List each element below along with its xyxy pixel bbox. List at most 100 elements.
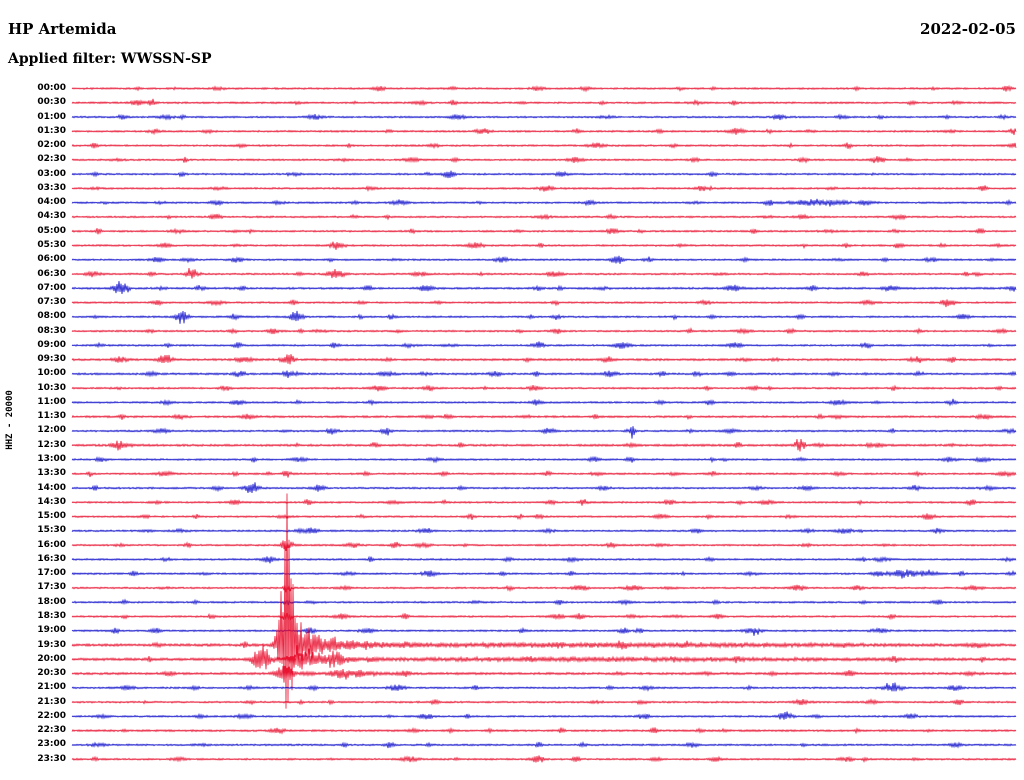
time-label: 12:30 (37, 439, 66, 450)
trace-row-0500 (71, 227, 1017, 235)
trace-row-1030 (71, 384, 1017, 392)
time-label: 05:00 (37, 225, 66, 236)
time-label: 17:30 (37, 582, 66, 593)
time-label: 18:30 (37, 610, 66, 621)
trace-row-0800 (71, 310, 1017, 324)
trace-row-2000 (71, 645, 1017, 670)
date-label: 2022-02-05 (920, 20, 1016, 38)
time-label: 14:30 (37, 496, 66, 507)
trace-row-2100 (71, 682, 1017, 692)
time-label: 16:00 (37, 539, 66, 550)
time-label: 23:30 (37, 753, 66, 764)
trace-row-0730 (71, 298, 1017, 308)
time-label: 02:00 (37, 140, 66, 151)
time-label: 03:00 (37, 168, 66, 179)
time-label: 13:30 (37, 468, 66, 479)
trace-row-1830 (71, 612, 1017, 621)
time-label: 21:00 (37, 682, 66, 693)
trace-row-0000 (71, 84, 1017, 93)
time-label: 06:00 (37, 254, 66, 265)
time-label: 03:30 (37, 182, 66, 193)
time-label: 19:00 (37, 625, 66, 636)
time-label: 17:00 (37, 568, 66, 579)
trace-row-1630 (71, 555, 1017, 564)
trace-row-0530 (71, 241, 1017, 250)
time-label: 11:00 (37, 396, 66, 407)
time-label: 18:00 (37, 596, 66, 607)
trace-row-0600 (71, 255, 1017, 264)
trace-row-0630 (71, 268, 1017, 279)
time-label: 08:30 (37, 325, 66, 336)
trace-row-0130 (71, 127, 1017, 136)
trace-row-2300 (71, 741, 1017, 749)
time-label: 16:30 (37, 553, 66, 564)
trace-row-1700 (71, 569, 1017, 579)
time-label: 05:30 (37, 239, 66, 250)
trace-row-0400 (71, 198, 1017, 207)
time-label: 22:30 (37, 725, 66, 736)
time-label: 09:00 (37, 339, 66, 350)
time-label: 04:00 (37, 197, 66, 208)
trace-row-0200 (71, 141, 1017, 150)
trace-row-0930 (71, 354, 1017, 365)
trace-row-0230 (71, 156, 1017, 164)
trace-row-1500 (71, 512, 1017, 521)
time-label: 07:00 (37, 282, 66, 293)
time-label: 23:00 (37, 739, 66, 750)
trace-row-2030 (71, 665, 1017, 683)
time-label: 01:00 (37, 111, 66, 122)
trace-row-2200 (71, 711, 1017, 720)
trace-row-1930 (71, 493, 1017, 709)
time-label: 10:30 (37, 382, 66, 393)
trace-row-0100 (71, 113, 1017, 121)
trace-row-0030 (71, 98, 1017, 107)
trace-row-1800 (71, 598, 1017, 606)
station-title: HP Artemida (8, 20, 117, 38)
trace-row-1300 (71, 455, 1017, 464)
time-label: 14:00 (37, 482, 66, 493)
time-label: 00:30 (37, 97, 66, 108)
trace-row-1600 (71, 540, 1017, 552)
trace-row-1430 (71, 498, 1017, 506)
trace-row-2130 (71, 698, 1017, 706)
trace-row-0300 (71, 170, 1017, 179)
time-label: 22:00 (37, 710, 66, 721)
time-label: 20:30 (37, 668, 66, 679)
trace-row-1400 (71, 482, 1017, 494)
time-label: 07:30 (37, 297, 66, 308)
time-label: 15:30 (37, 525, 66, 536)
time-label: 00:00 (37, 83, 66, 93)
trace-row-1330 (71, 469, 1017, 478)
trace-row-1100 (71, 398, 1017, 407)
trace-row-0900 (71, 341, 1017, 349)
trace-row-1200 (71, 426, 1017, 439)
time-label: 01:30 (37, 125, 66, 136)
trace-row-1130 (71, 412, 1017, 421)
time-label: 19:30 (37, 639, 66, 650)
trace-row-0330 (71, 184, 1017, 192)
trace-row-1530 (71, 527, 1017, 535)
trace-row-1230 (71, 438, 1017, 452)
time-label: 08:00 (37, 311, 66, 322)
trace-row-0700 (71, 281, 1017, 294)
trace-row-2230 (71, 727, 1017, 735)
trace-row-1000 (71, 370, 1017, 378)
time-label: 21:30 (37, 696, 66, 707)
trace-row-0830 (71, 327, 1017, 335)
time-label: 12:00 (37, 425, 66, 436)
time-label: 02:30 (37, 154, 66, 165)
trace-row-1900 (71, 626, 1017, 636)
trace-row-0430 (71, 212, 1017, 221)
trace-row-2330 (71, 755, 1017, 763)
time-label: 10:00 (37, 368, 66, 379)
filter-label: Applied filter: WWSSN-SP (8, 51, 212, 67)
trace-row-1730 (71, 583, 1017, 593)
time-label: 04:30 (37, 211, 66, 222)
time-label: 09:30 (37, 354, 66, 365)
time-label: 11:30 (37, 411, 66, 422)
time-label: 20:00 (37, 653, 66, 664)
time-label: 06:30 (37, 268, 66, 279)
time-label: 13:00 (37, 454, 66, 465)
